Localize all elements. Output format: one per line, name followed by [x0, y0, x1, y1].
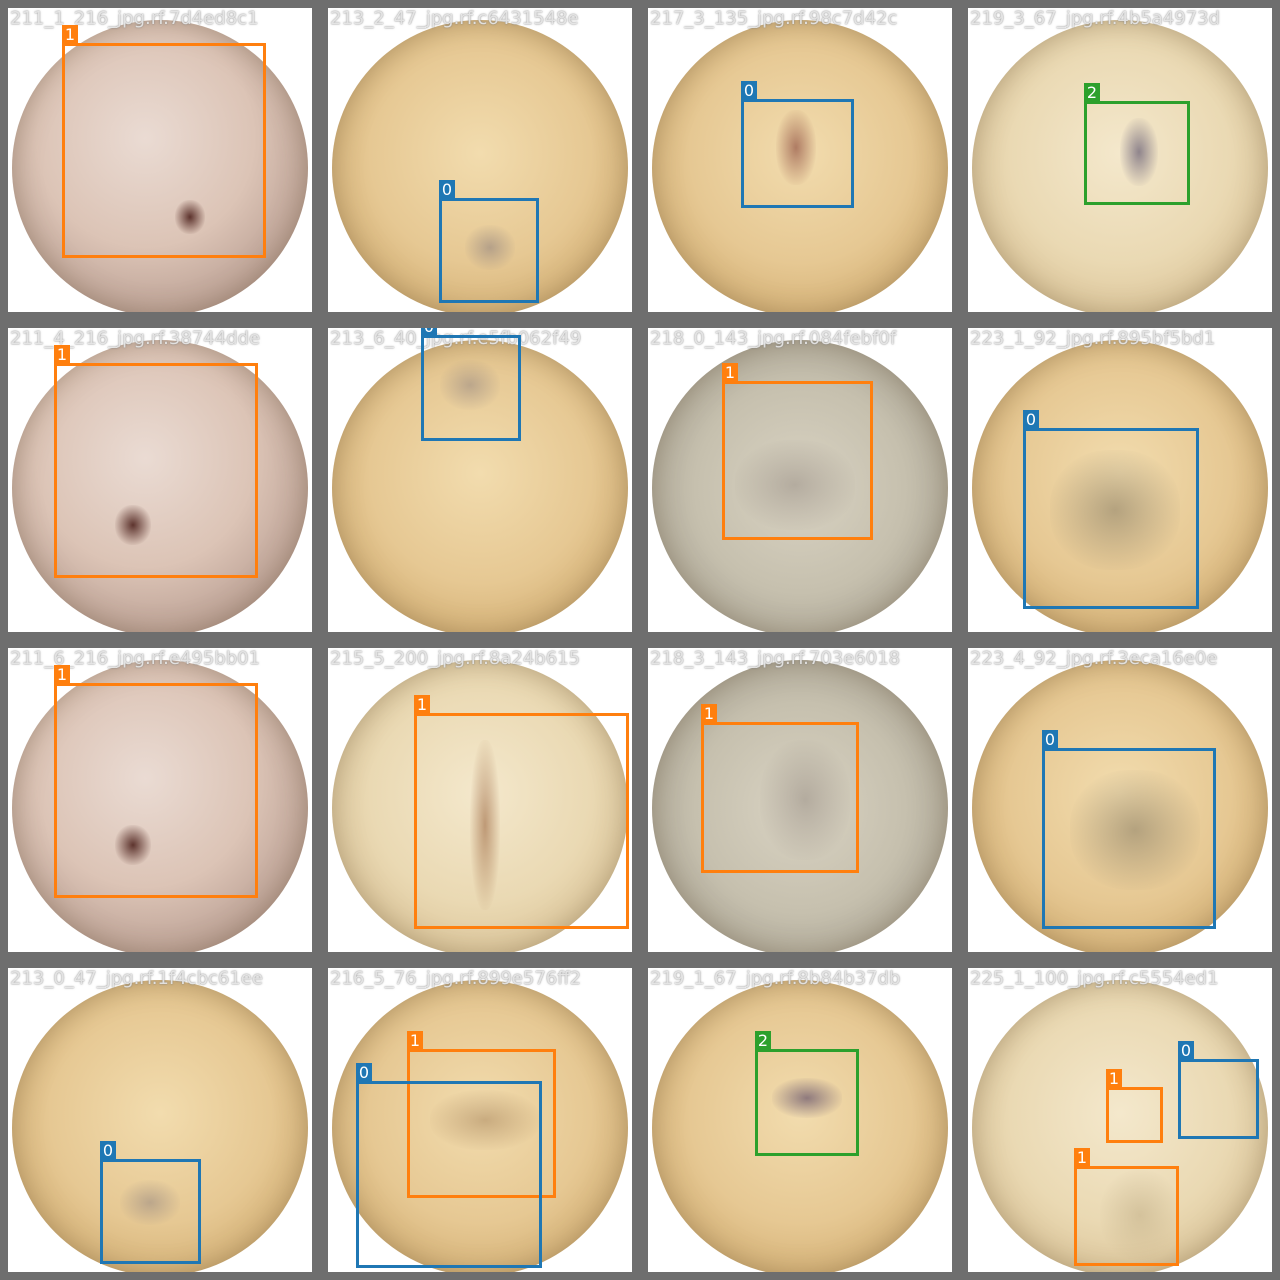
class-label: 0 [1023, 410, 1039, 429]
endoscope-image [972, 980, 1268, 1272]
detection-box: 1 [54, 665, 258, 898]
class-label: 0 [741, 81, 757, 100]
image-tile: 223_1_92_jpg.rf.895bf5bd1 0 [960, 320, 1280, 640]
detection-box: 1 [1074, 1148, 1179, 1266]
image-filename: 218_3_143_jpg.rf.703e6018 [650, 648, 901, 669]
image-filename: 225_1_100_jpg.rf.c5554ed1 [970, 968, 1219, 989]
class-label: 1 [1074, 1148, 1090, 1167]
lesion-spot [735, 440, 855, 530]
detection-box: 1 [722, 363, 873, 540]
detection-box: 1 [1106, 1069, 1163, 1143]
endoscope-image [972, 20, 1268, 312]
detection-box: 1 [62, 25, 266, 258]
detection-box: 0 [1023, 410, 1199, 609]
class-label: 1 [62, 25, 78, 44]
class-label: 1 [54, 345, 70, 364]
lesion-spot [465, 225, 515, 270]
image-tile: 225_1_100_jpg.rf.c5554ed1 0 1 1 [960, 960, 1280, 1280]
class-label: 1 [1106, 1069, 1122, 1088]
endoscope-image [652, 980, 948, 1272]
class-label: 1 [407, 1031, 423, 1050]
detection-box: 1 [407, 1031, 556, 1198]
image-filename: 218_0_143_jpg.rf.084febf0f [650, 328, 897, 349]
class-label: 1 [54, 665, 70, 684]
lesion-spot [1120, 118, 1158, 186]
class-label: 1 [414, 695, 430, 714]
image-filename: 219_1_67_jpg.rf.8b84b37db [650, 968, 901, 989]
image-tile: 219_3_67_jpg.rf.4b5a4973d 2 [960, 0, 1280, 320]
class-label: 0 [356, 1063, 372, 1082]
detection-box: 0 [439, 180, 539, 303]
image-tile: 213_2_47_jpg.rf.c6431548e 0 [320, 0, 640, 320]
lesion-spot [1070, 770, 1200, 890]
image-tile: 223_4_92_jpg.rf.3eca16e0e 0 [960, 640, 1280, 960]
detection-box: 2 [1084, 83, 1190, 205]
endoscope-image [332, 980, 628, 1272]
lesion-spot [175, 200, 205, 234]
lesion-spot [115, 825, 151, 865]
endoscope-image [12, 980, 308, 1272]
endoscope-image [12, 340, 308, 632]
lesion-spot [760, 740, 850, 860]
lesion-spot [470, 740, 500, 910]
image-tile: 217_3_135_jpg.rf.98c7d42c 0 [640, 0, 960, 320]
image-tile: 218_3_143_jpg.rf.703e6018 1 [640, 640, 960, 960]
image-tile: 213_6_40_jpg.rf.e5fb062f49 0 [320, 320, 640, 640]
class-label: 0 [100, 1141, 116, 1160]
image-tile: 219_1_67_jpg.rf.8b84b37db 2 [640, 960, 960, 1280]
image-tile: 213_0_47_jpg.rf.1f4cbc61ee 0 [0, 960, 320, 1280]
detection-box: 1 [701, 704, 859, 873]
detection-box: 0 [1042, 730, 1216, 929]
endoscope-image [332, 340, 628, 632]
image-filename: 223_4_92_jpg.rf.3eca16e0e [970, 648, 1218, 669]
endoscope-image [12, 20, 308, 312]
detection-box: 0 [741, 81, 854, 208]
class-label: 1 [722, 363, 738, 382]
detection-box: 0 [421, 328, 521, 441]
image-filename: 223_1_92_jpg.rf.895bf5bd1 [970, 328, 1216, 349]
image-tile: 216_5_76_jpg.rf.899e576ff2 1 0 [320, 960, 640, 1280]
class-label: 2 [755, 1031, 771, 1050]
image-filename: 211_1_216_jpg.rf.7d4ed8c1 [10, 8, 259, 29]
image-filename: 213_0_47_jpg.rf.1f4cbc61ee [10, 968, 263, 989]
image-filename: 211_6_216_jpg.rf.e495bb01 [10, 648, 261, 669]
image-filename: 216_5_76_jpg.rf.899e576ff2 [330, 968, 582, 989]
class-label: 2 [1084, 83, 1100, 102]
image-tile: 211_1_216_jpg.rf.7d4ed8c1 1 [0, 0, 320, 320]
lesion-spot [1050, 450, 1180, 570]
lesion-spot [115, 505, 151, 545]
lesion-spot [772, 1078, 842, 1118]
image-tile: 215_5_200_jpg.rf.8a24b615 1 [320, 640, 640, 960]
class-label: 0 [1178, 1041, 1194, 1060]
class-label: 1 [701, 704, 717, 723]
image-tile: 211_4_216_jpg.rf.38744dde 1 [0, 320, 320, 640]
image-filename: 213_2_47_jpg.rf.c6431548e [330, 8, 579, 29]
detection-box: 0 [356, 1063, 542, 1268]
image-filename: 211_4_216_jpg.rf.38744dde [10, 328, 261, 349]
class-label: 0 [439, 180, 455, 199]
detection-box: 1 [54, 345, 258, 578]
image-tile: 211_6_216_jpg.rf.e495bb01 1 [0, 640, 320, 960]
endoscope-image [12, 660, 308, 952]
endoscope-image [972, 340, 1268, 632]
detection-box: 2 [755, 1031, 859, 1156]
detection-box: 0 [100, 1141, 201, 1264]
image-filename: 215_5_200_jpg.rf.8a24b615 [330, 648, 581, 669]
image-tile: 218_0_143_jpg.rf.084febf0f 1 [640, 320, 960, 640]
endoscope-image [332, 20, 628, 312]
lesion-spot [120, 1180, 180, 1225]
image-filename: 219_3_67_jpg.rf.4b5a4973d [970, 8, 1221, 29]
detection-box: 0 [1178, 1041, 1259, 1139]
lesion-spot [1100, 1170, 1180, 1260]
detection-box: 1 [414, 695, 629, 929]
image-filename: 217_3_135_jpg.rf.98c7d42c [650, 8, 898, 29]
class-label: 0 [421, 328, 437, 336]
lesion-spot [430, 1090, 540, 1150]
class-label: 0 [1042, 730, 1058, 749]
lesion-spot [776, 110, 816, 185]
lesion-spot [440, 360, 500, 410]
endoscope-image [972, 660, 1268, 952]
